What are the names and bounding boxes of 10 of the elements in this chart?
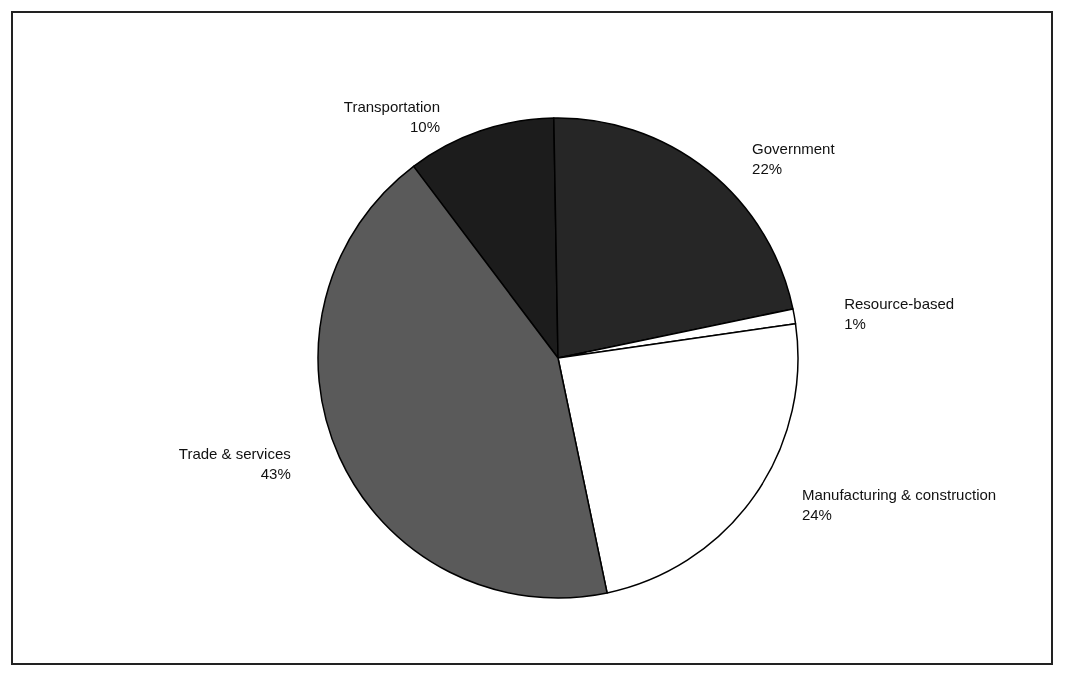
slice-label: Trade & services xyxy=(178,444,291,462)
data-label: 43% xyxy=(260,464,291,482)
data-label: 1% xyxy=(844,315,866,333)
slice-label: Government xyxy=(752,140,836,158)
slice-label: Transportation xyxy=(343,98,440,116)
data-label: 10% xyxy=(409,118,440,136)
slice-label: Resource-based xyxy=(844,295,955,313)
slice-label: Manufacturing & construction xyxy=(801,485,997,503)
data-label: 24% xyxy=(801,505,832,523)
data-label: 22% xyxy=(752,160,783,178)
